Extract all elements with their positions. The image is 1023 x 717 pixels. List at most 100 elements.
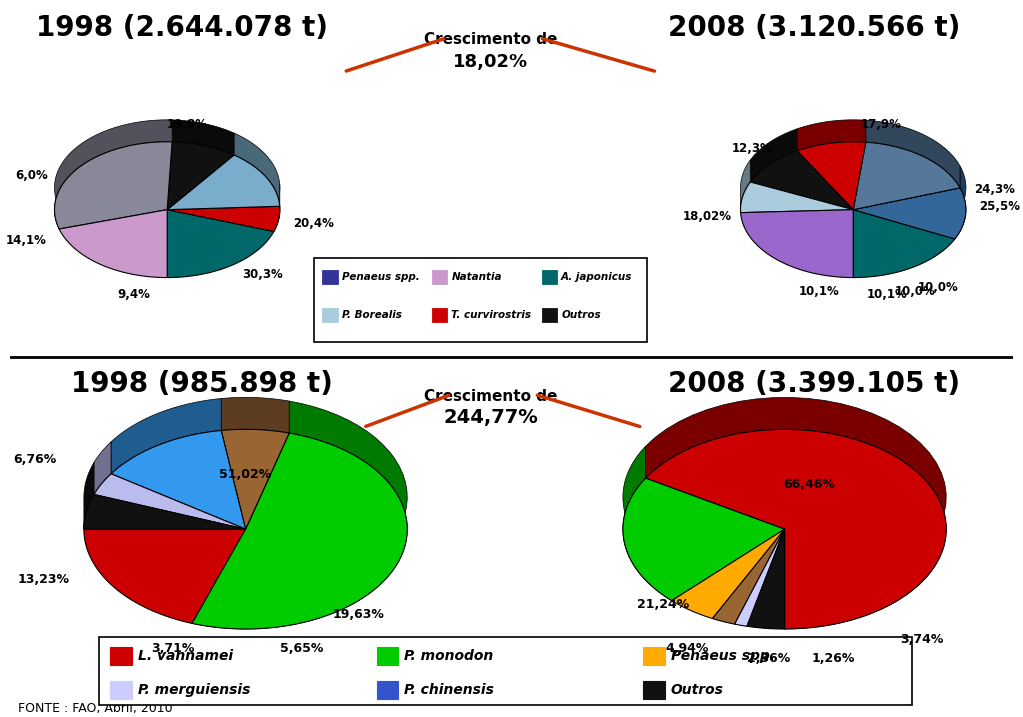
FancyBboxPatch shape (314, 257, 648, 343)
Polygon shape (167, 155, 279, 209)
Polygon shape (750, 151, 853, 209)
Polygon shape (853, 209, 954, 277)
Text: 12,3%: 12,3% (731, 142, 772, 155)
Text: Penaeus spp.: Penaeus spp. (342, 272, 419, 282)
Text: 3,71%: 3,71% (151, 642, 194, 655)
Text: 10,1%: 10,1% (799, 285, 840, 298)
Bar (376, 647, 399, 665)
Polygon shape (84, 529, 246, 623)
Text: FONTE : FAO, Abril, 2010: FONTE : FAO, Abril, 2010 (18, 703, 173, 716)
Text: 2008 (3.120.566 t): 2008 (3.120.566 t) (668, 14, 961, 42)
Polygon shape (646, 397, 946, 629)
Polygon shape (797, 142, 865, 209)
Polygon shape (167, 142, 234, 209)
Text: 30,3%: 30,3% (242, 267, 283, 280)
Polygon shape (94, 442, 112, 495)
Polygon shape (192, 433, 407, 629)
Text: 10,1%: 10,1% (866, 288, 907, 301)
Text: A. japonicus: A. japonicus (562, 272, 632, 282)
Polygon shape (234, 133, 279, 206)
Polygon shape (712, 529, 785, 624)
Text: 1998 (2.644.078 t): 1998 (2.644.078 t) (36, 14, 328, 42)
Text: 6,0%: 6,0% (15, 169, 48, 182)
Polygon shape (167, 206, 280, 232)
Text: 18,02%: 18,02% (453, 53, 528, 71)
Polygon shape (741, 160, 750, 213)
Polygon shape (623, 446, 672, 601)
Text: 10,0%: 10,0% (895, 285, 936, 298)
Polygon shape (221, 397, 290, 433)
Polygon shape (797, 120, 865, 151)
Text: 5,65%: 5,65% (280, 642, 324, 655)
Text: 66,46%: 66,46% (783, 478, 835, 490)
Polygon shape (54, 120, 172, 229)
Bar (322, 308, 338, 321)
Bar (376, 681, 399, 699)
Text: P. merguiensis: P. merguiensis (138, 683, 251, 697)
Polygon shape (84, 495, 246, 529)
Polygon shape (54, 142, 172, 229)
Text: 51,02%: 51,02% (220, 467, 272, 481)
Text: 244,77%: 244,77% (443, 408, 538, 427)
Polygon shape (84, 462, 94, 529)
Text: 3,74%: 3,74% (900, 632, 944, 645)
Polygon shape (646, 429, 946, 629)
Polygon shape (112, 430, 246, 529)
Polygon shape (954, 166, 966, 239)
Bar (322, 270, 338, 283)
Polygon shape (741, 209, 853, 277)
Bar (643, 647, 665, 665)
Text: 13,23%: 13,23% (17, 573, 70, 586)
Polygon shape (221, 429, 290, 529)
Text: 20,4%: 20,4% (294, 217, 335, 229)
Text: 1,26%: 1,26% (811, 652, 855, 665)
Text: Natantia: Natantia (451, 272, 502, 282)
Polygon shape (672, 529, 785, 619)
Text: Penaeus spp.: Penaeus spp. (671, 649, 775, 663)
Text: 6,76%: 6,76% (13, 453, 57, 466)
Text: Crescimento de: Crescimento de (424, 389, 558, 404)
Polygon shape (853, 142, 960, 209)
Polygon shape (192, 401, 407, 629)
Bar (432, 270, 447, 283)
Text: L. vannamei: L. vannamei (138, 649, 233, 663)
Bar (541, 270, 558, 283)
Text: 2008 (3.399.105 t): 2008 (3.399.105 t) (668, 371, 960, 399)
Polygon shape (865, 120, 960, 188)
Polygon shape (750, 129, 797, 182)
Polygon shape (167, 209, 274, 277)
Text: 21,24%: 21,24% (637, 597, 690, 611)
FancyBboxPatch shape (98, 637, 913, 705)
Polygon shape (853, 188, 966, 239)
Text: T. curvirostris: T. curvirostris (451, 310, 531, 320)
Text: 14,1%: 14,1% (6, 234, 47, 247)
Text: 9,4%: 9,4% (117, 288, 149, 301)
Polygon shape (741, 182, 853, 213)
Text: 10,0%: 10,0% (918, 281, 959, 294)
Polygon shape (94, 474, 246, 529)
Bar (432, 308, 447, 321)
Bar (110, 681, 132, 699)
Text: 17,9%: 17,9% (861, 118, 902, 131)
Polygon shape (623, 478, 785, 601)
Polygon shape (59, 209, 167, 277)
Text: P. monodon: P. monodon (404, 649, 494, 663)
Bar (541, 308, 558, 321)
Bar (110, 647, 132, 665)
Polygon shape (735, 529, 785, 626)
Polygon shape (172, 120, 234, 155)
Text: P. chinensis: P. chinensis (404, 683, 494, 697)
Polygon shape (274, 184, 280, 232)
Text: Outros: Outros (671, 683, 724, 697)
Polygon shape (747, 529, 785, 629)
Bar (643, 681, 665, 699)
Text: Crescimento de: Crescimento de (424, 32, 558, 47)
Text: Outros: Outros (562, 310, 601, 320)
Text: P. Borealis: P. Borealis (342, 310, 401, 320)
Text: 4,94%: 4,94% (666, 642, 709, 655)
Text: 1998 (985.898 t): 1998 (985.898 t) (71, 371, 332, 399)
Text: 19,63%: 19,63% (332, 607, 385, 620)
Text: 18,02%: 18,02% (682, 210, 731, 223)
Text: 24,3%: 24,3% (974, 183, 1015, 196)
Polygon shape (112, 399, 221, 474)
